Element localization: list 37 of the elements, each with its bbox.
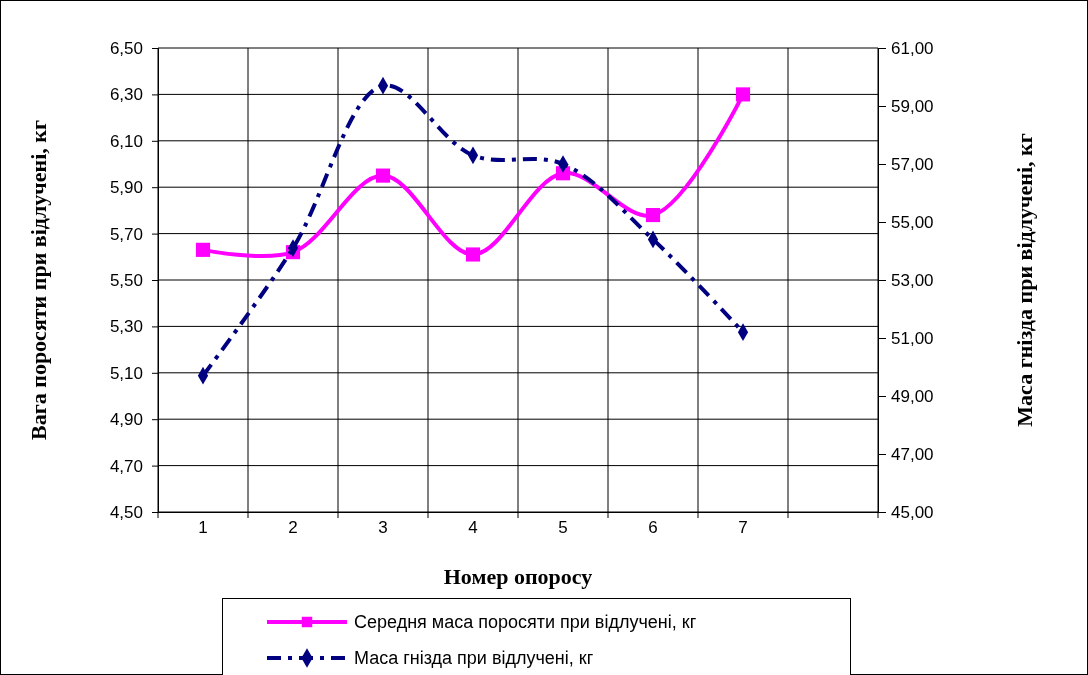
legend-label: Маса гнізда при відлучені, кг bbox=[354, 648, 594, 668]
legend-label: Середня маса поросяти при відлучені, кг bbox=[354, 612, 697, 632]
y-tick-label: 6,30 bbox=[109, 85, 143, 105]
point bbox=[195, 242, 211, 257]
x-tick-label: 4 bbox=[468, 518, 478, 537]
x-tick-label: 1 bbox=[198, 518, 208, 537]
y-tick-label: 5,90 bbox=[109, 178, 143, 198]
y-tick-label: 5,30 bbox=[109, 317, 143, 337]
x-tick-label: 3 bbox=[378, 518, 388, 537]
x-tick-label: 2 bbox=[288, 518, 298, 537]
y2-tick-label: 49,00 bbox=[891, 386, 934, 406]
y-tick-label: 6,10 bbox=[109, 131, 143, 151]
point bbox=[465, 247, 481, 262]
y2-tick-label: 59,00 bbox=[891, 96, 934, 116]
y2-tick-label: 51,00 bbox=[891, 328, 934, 348]
point bbox=[645, 207, 661, 223]
y-tick-label: 4,50 bbox=[109, 502, 143, 522]
y2-tick-label: 61,00 bbox=[891, 38, 934, 58]
y-tick-label: 5,70 bbox=[109, 224, 143, 244]
y2-tick-label: 53,00 bbox=[891, 270, 934, 290]
y-tick-label: 4,70 bbox=[109, 456, 143, 476]
point bbox=[735, 87, 751, 102]
y-tick-label: 5,10 bbox=[109, 363, 143, 383]
x-axis-title: Номер опоросу bbox=[443, 564, 593, 589]
y-tick-label: 4,90 bbox=[109, 410, 143, 430]
y2-tick-label: 57,00 bbox=[891, 154, 934, 174]
y2-tick-label: 55,00 bbox=[891, 212, 934, 232]
y2-tick-label: 47,00 bbox=[891, 444, 934, 464]
y2-axis-title: Маса гнізда при відлучені, кг bbox=[1012, 133, 1037, 427]
x-tick-label: 6 bbox=[648, 518, 658, 537]
point bbox=[375, 168, 391, 183]
y-tick-label: 6,50 bbox=[109, 38, 143, 58]
y-tick-label: 5,50 bbox=[109, 270, 143, 290]
x-tick-label: 7 bbox=[738, 518, 748, 537]
y-axis-title: Вага поросяти при відлучені, кг bbox=[26, 120, 51, 440]
x-tick-label: 5 bbox=[558, 518, 568, 537]
y2-tick-label: 45,00 bbox=[891, 502, 934, 522]
